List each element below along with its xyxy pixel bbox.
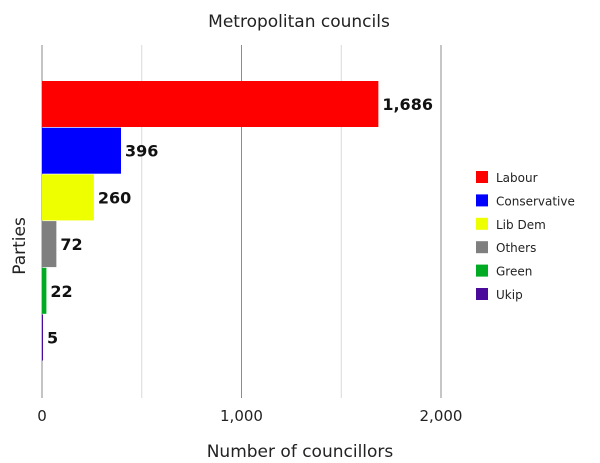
data-label: 396: [125, 142, 158, 161]
x-tick-label: 1,000: [220, 407, 263, 425]
x-axis-title: Number of councillors: [207, 442, 394, 462]
legend-swatch: [476, 217, 488, 230]
bars: [42, 81, 379, 361]
legend-label: Labour: [496, 171, 538, 185]
data-labels: 1,686 396 260 72 22 5: [47, 95, 433, 348]
legend-label: Ukip: [496, 288, 523, 302]
bar-conservative: [42, 127, 122, 174]
x-ticks: 0 1,000 2,000: [37, 407, 462, 425]
data-label: 1,686: [382, 95, 433, 114]
bar-labour: [42, 81, 379, 127]
legend-swatch: [476, 241, 488, 254]
bar-green: [42, 267, 47, 314]
legend: Labour Conservative Lib Dem Others Green Ukip: [476, 171, 575, 302]
legend-label: Lib Dem: [496, 218, 546, 232]
data-label: 72: [60, 235, 82, 254]
legend-swatch: [476, 171, 488, 183]
bar-ukip: [42, 314, 43, 361]
y-axis-title: Parties: [10, 217, 30, 275]
legend-swatch: [476, 264, 488, 277]
legend-label: Green: [496, 265, 532, 279]
chart-title: Metropolitan councils: [208, 12, 390, 32]
bar-others: [42, 221, 57, 268]
legend-label: Others: [496, 241, 536, 255]
x-tick-label: 0: [37, 407, 47, 425]
x-tick-label: 2,000: [420, 407, 463, 425]
data-label: 22: [50, 282, 72, 301]
data-label: 260: [98, 188, 131, 207]
legend-label: Conservative: [496, 194, 575, 208]
legend-swatch: [476, 194, 488, 207]
bar-lib-dem: [42, 174, 94, 221]
legend-swatch: [476, 288, 488, 300]
data-label: 5: [47, 329, 58, 348]
